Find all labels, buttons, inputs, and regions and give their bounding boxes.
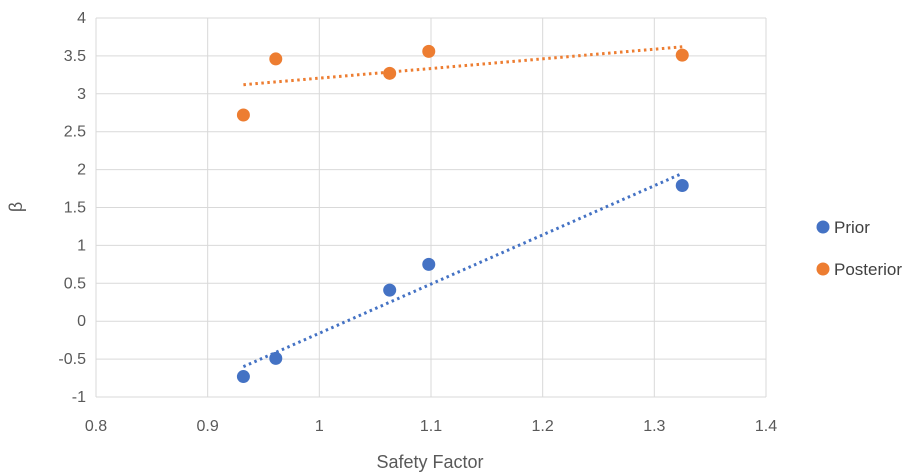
y-tick-label: -0.5 bbox=[58, 351, 86, 368]
y-tick-label: 4 bbox=[77, 10, 86, 27]
y-tick-label: 1 bbox=[77, 237, 86, 254]
y-tick-label: 1.5 bbox=[64, 200, 86, 217]
point-prior bbox=[269, 351, 283, 365]
y-tick-label: 0 bbox=[77, 313, 86, 330]
y-axis-ticks: -1 -0.5 0 0.5 1 1.5 2 2.5 3 3.5 4 bbox=[58, 10, 86, 406]
y-tick-label: 0.5 bbox=[64, 275, 86, 292]
trendline-posterior bbox=[243, 45, 683, 87]
point-posterior bbox=[422, 44, 436, 58]
legend: Prior Posterior bbox=[816, 218, 902, 279]
legend-marker bbox=[816, 220, 830, 234]
y-tick-label: 2 bbox=[77, 162, 86, 179]
point-prior bbox=[383, 283, 397, 297]
legend-marker bbox=[816, 262, 830, 276]
x-tick-label: 1.2 bbox=[532, 418, 554, 435]
point-prior bbox=[422, 257, 436, 271]
x-tick-label: 0.8 bbox=[85, 418, 107, 435]
point-posterior bbox=[383, 66, 397, 80]
y-tick-label: 3 bbox=[77, 86, 86, 103]
x-tick-label: 1 bbox=[315, 418, 324, 435]
point-posterior bbox=[236, 108, 250, 122]
x-axis-ticks: 0.8 0.9 1 1.1 1.2 1.3 1.4 bbox=[85, 418, 777, 435]
x-axis-title: Safety Factor bbox=[376, 452, 483, 472]
x-tick-label: 1.4 bbox=[755, 418, 777, 435]
trendlines bbox=[242, 45, 683, 369]
y-tick-label: -1 bbox=[72, 389, 86, 406]
trendline-prior bbox=[242, 172, 683, 369]
legend-label: Posterior bbox=[834, 260, 902, 279]
gridlines bbox=[95, 17, 767, 398]
data-points bbox=[236, 44, 689, 384]
legend-item-posterior: Posterior bbox=[816, 260, 902, 279]
x-tick-label: 1.1 bbox=[420, 418, 442, 435]
point-prior bbox=[236, 370, 250, 384]
point-posterior bbox=[269, 52, 283, 66]
y-tick-label: 3.5 bbox=[64, 48, 86, 65]
x-tick-label: 1.3 bbox=[643, 418, 665, 435]
y-tick-label: 2.5 bbox=[64, 124, 86, 141]
y-axis-title: β bbox=[6, 202, 26, 212]
x-tick-label: 0.9 bbox=[197, 418, 219, 435]
point-prior bbox=[675, 179, 689, 193]
legend-item-prior: Prior bbox=[816, 218, 870, 237]
legend-label: Prior bbox=[834, 218, 870, 237]
point-posterior bbox=[675, 48, 689, 62]
